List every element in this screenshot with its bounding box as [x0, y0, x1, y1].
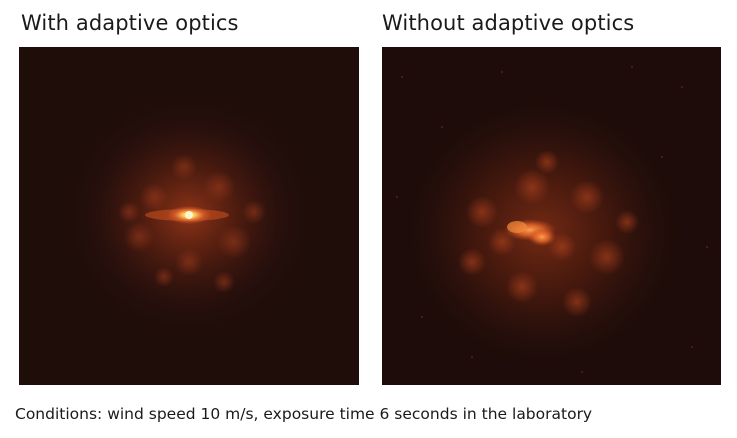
noise-dots [396, 66, 708, 373]
right-panel-title: Without adaptive optics [382, 11, 635, 35]
speckle-pattern [458, 150, 639, 317]
conditions-caption: Conditions: wind speed 10 m/s, exposure … [15, 405, 593, 423]
image-without-adaptive-optics [382, 47, 721, 385]
left-panel-title: With adaptive optics [21, 11, 239, 35]
speckle-pattern [118, 154, 266, 293]
image-with-adaptive-optics [19, 47, 359, 385]
